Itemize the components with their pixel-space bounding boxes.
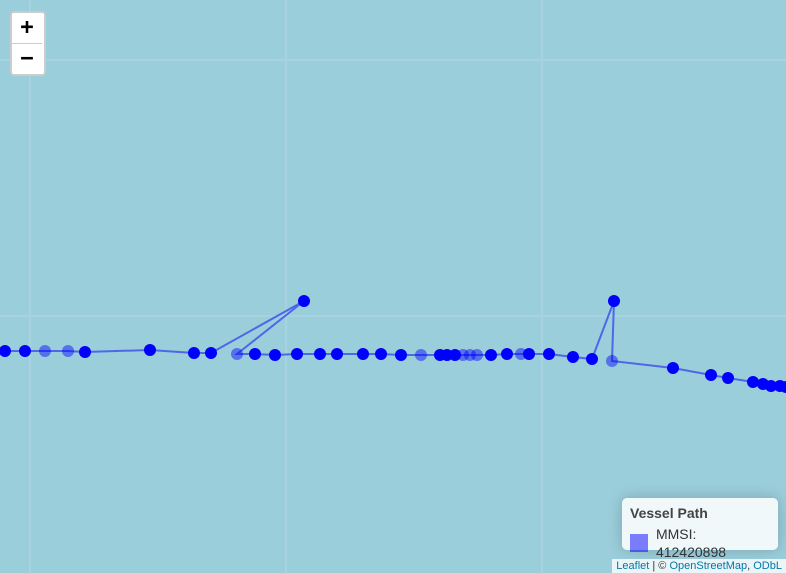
track-point-marker[interactable] bbox=[331, 348, 343, 360]
legend-row: MMSI: 412420898 bbox=[630, 525, 770, 561]
track-point-marker[interactable] bbox=[19, 345, 31, 357]
track-point-marker[interactable] bbox=[205, 347, 217, 359]
legend-swatch bbox=[630, 534, 648, 552]
zoom-out-button[interactable]: − bbox=[12, 44, 42, 74]
track-point-marker[interactable] bbox=[747, 376, 759, 388]
track-point-marker[interactable] bbox=[314, 348, 326, 360]
track-point-marker[interactable] bbox=[780, 381, 786, 393]
track-point-marker[interactable] bbox=[0, 345, 11, 357]
track-point-marker[interactable] bbox=[415, 349, 427, 361]
odbl-link[interactable]: ODbL bbox=[753, 560, 782, 572]
track-point-marker[interactable] bbox=[485, 349, 497, 361]
track-point-marker[interactable] bbox=[39, 345, 51, 357]
track-point-marker[interactable] bbox=[395, 349, 407, 361]
track-point-marker[interactable] bbox=[523, 348, 535, 360]
track-point-marker[interactable] bbox=[291, 348, 303, 360]
track-point-marker[interactable] bbox=[298, 295, 310, 307]
zoom-control: + − bbox=[10, 11, 46, 76]
track-point-marker[interactable] bbox=[501, 348, 513, 360]
zoom-in-button[interactable]: + bbox=[12, 13, 42, 44]
track-point-marker[interactable] bbox=[586, 353, 598, 365]
track-point-marker[interactable] bbox=[249, 348, 261, 360]
track-point-marker[interactable] bbox=[608, 295, 620, 307]
track-point-marker[interactable] bbox=[471, 349, 483, 361]
track-point-marker[interactable] bbox=[567, 351, 579, 363]
track-point-marker[interactable] bbox=[606, 355, 618, 367]
track-point-marker[interactable] bbox=[231, 348, 243, 360]
osm-link[interactable]: OpenStreetMap bbox=[669, 560, 748, 572]
track-point-marker[interactable] bbox=[449, 349, 461, 361]
track-point-marker[interactable] bbox=[144, 344, 156, 356]
track-point-marker[interactable] bbox=[375, 348, 387, 360]
track-point-marker[interactable] bbox=[269, 349, 281, 361]
track-point-marker[interactable] bbox=[705, 369, 717, 381]
track-point-marker[interactable] bbox=[722, 372, 734, 384]
attribution: Leaflet | © OpenStreetMap, ODbL bbox=[612, 559, 786, 573]
track-line bbox=[5, 300, 786, 388]
attribution-comma: , bbox=[747, 560, 754, 572]
legend-label: MMSI: 412420898 bbox=[655, 526, 727, 560]
track-point-marker[interactable] bbox=[543, 348, 555, 360]
track-point-marker[interactable] bbox=[357, 348, 369, 360]
track-point-marker[interactable] bbox=[188, 347, 200, 359]
leaflet-link[interactable]: Leaflet bbox=[616, 560, 650, 572]
track-point-marker[interactable] bbox=[667, 362, 679, 374]
track-point-marker[interactable] bbox=[79, 346, 91, 358]
legend: Vessel Path MMSI: 412420898 bbox=[622, 498, 778, 560]
legend-title: Vessel Path bbox=[630, 505, 708, 521]
track-point-marker[interactable] bbox=[62, 345, 74, 357]
track-point-marker[interactable] bbox=[464, 349, 476, 361]
track-point-marker[interactable] bbox=[765, 380, 777, 392]
attribution-separator: | © bbox=[649, 560, 670, 572]
track-point-marker[interactable] bbox=[457, 349, 469, 361]
